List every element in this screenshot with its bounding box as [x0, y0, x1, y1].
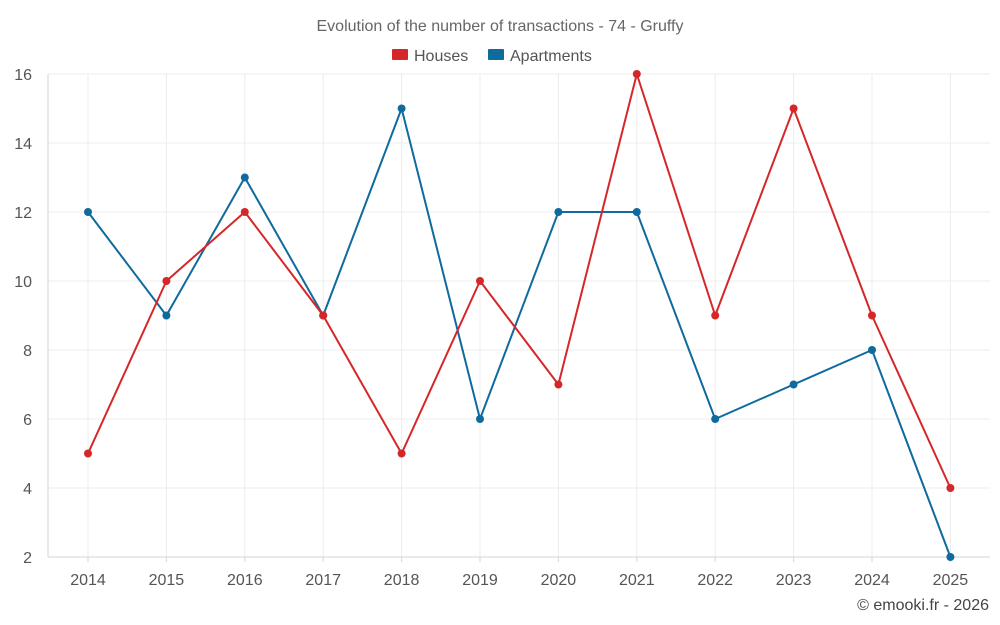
point-apartments-2021[interactable] [632, 208, 641, 216]
x-tick-label-2017: 2017 [305, 572, 341, 589]
point-apartments-2025[interactable] [946, 553, 955, 561]
x-tick-label-2016: 2016 [227, 572, 263, 589]
point-houses-2016[interactable] [240, 208, 249, 216]
y-tick-label-4: 4 [23, 481, 32, 498]
point-houses-2018[interactable] [397, 449, 406, 458]
series-line-houses [87, 73, 952, 489]
point-houses-2021[interactable] [632, 70, 641, 78]
x-tick-label-2021: 2021 [619, 572, 655, 589]
x-tick-label-2014: 2014 [70, 572, 106, 589]
y-tick-label-8: 8 [23, 343, 32, 360]
point-houses-2024[interactable] [868, 311, 876, 320]
chart-title: Evolution of the number of transactions … [317, 18, 684, 35]
point-houses-2015[interactable] [162, 277, 171, 285]
x-tick-label-2020: 2020 [541, 572, 577, 589]
legend: Houses Apartments [392, 48, 592, 65]
point-houses-2022[interactable] [711, 311, 720, 320]
legend-label-houses[interactable]: Houses [414, 48, 468, 65]
series-line-apartments [87, 107, 952, 558]
point-houses-2023[interactable] [789, 104, 798, 113]
y-tick-label-12: 12 [14, 205, 32, 222]
point-houses-2019[interactable] [476, 277, 484, 285]
y-tick-label-2: 2 [23, 550, 32, 567]
point-houses-2014[interactable] [84, 449, 92, 458]
point-houses-2020[interactable] [554, 380, 563, 389]
y-tick-label-6: 6 [23, 412, 32, 429]
x-tick-label-2023: 2023 [776, 572, 812, 589]
legend-label-apartments[interactable]: Apartments [510, 48, 592, 65]
x-tick-label-2019: 2019 [462, 572, 498, 589]
x-axis-ticks: 2014 2015 2016 2017 2018 2019 2020 2021 2022 2023… [70, 572, 968, 589]
point-apartments-2018[interactable] [397, 104, 406, 113]
point-houses-2017[interactable] [319, 311, 328, 320]
point-apartments-2014[interactable] [84, 208, 92, 216]
y-tick-label-16: 16 [14, 67, 32, 84]
legend-swatch-houses [392, 49, 408, 60]
axes [47, 74, 990, 562]
point-apartments-2015[interactable] [162, 311, 171, 320]
legend-swatch-apartments [488, 49, 504, 60]
y-tick-label-10: 10 [14, 274, 32, 291]
x-tick-label-2024: 2024 [854, 572, 890, 589]
point-apartments-2020[interactable] [554, 208, 563, 216]
series-apartments [84, 104, 955, 561]
point-apartments-2016[interactable] [240, 173, 249, 182]
credit-text: © emooki.fr - 2026 [857, 597, 989, 614]
x-tick-label-2018: 2018 [384, 572, 420, 589]
point-apartments-2022[interactable] [711, 415, 720, 423]
x-tick-label-2015: 2015 [149, 572, 185, 589]
point-apartments-2023[interactable] [789, 380, 798, 389]
series-layer [84, 70, 955, 561]
point-apartments-2024[interactable] [868, 346, 876, 354]
series-houses [84, 70, 955, 492]
x-tick-label-2022: 2022 [697, 572, 733, 589]
x-tick-label-2025: 2025 [933, 572, 969, 589]
y-axis-ticks: 2 4 6 8 10 12 14 16 [14, 67, 32, 567]
point-houses-2025[interactable] [946, 484, 955, 492]
point-apartments-2019[interactable] [476, 415, 484, 423]
y-tick-label-14: 14 [14, 136, 32, 153]
